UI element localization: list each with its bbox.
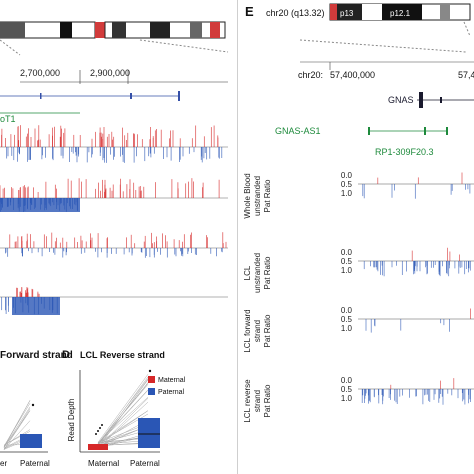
panel-d-outlier	[148, 369, 152, 373]
read-tracks	[0, 125, 228, 315]
panel-c-lines	[3, 400, 35, 450]
coord-tick-2: 2,900,000	[90, 68, 130, 78]
ratio-track-tick: 1.0	[341, 189, 353, 198]
left-coord-axis: 2,700,000 2,900,000	[20, 68, 228, 84]
gene-gnas-exon	[419, 92, 423, 108]
panel-d-xtick-2: Paternal	[130, 459, 160, 468]
panel-c-xtick-1: er	[0, 459, 7, 468]
panel-d-outlier	[101, 424, 103, 426]
legend-swatch-paternal	[148, 388, 155, 395]
panel-d-pair-line	[97, 397, 149, 443]
ratio-track-label-line: LCL forward	[243, 309, 252, 352]
ratio-track-tick: 0.5	[341, 180, 353, 189]
ratio-track-label-line: Pat Ratio	[263, 384, 272, 417]
paternal-read-block	[0, 198, 80, 212]
ratio-track-2: LCL unstranded Pat Ratio 0.00.51.0	[243, 247, 474, 293]
coord-prefix: chr20:	[298, 70, 323, 80]
ratio-track-label-line: Whole Blood	[243, 173, 252, 218]
ratio-track-tick: 0.5	[341, 315, 353, 324]
ratio-track-label-line: LCL reverse	[243, 379, 252, 423]
panel-d-maternal-box	[88, 444, 108, 450]
ratio-track-4: LCL reverse strand Pat Ratio 0.00.51.0	[243, 376, 474, 423]
panel-c: Forward strand er Paternal	[0, 350, 73, 468]
right-coord-tick-2: 57,4	[458, 70, 474, 80]
panel-c-pair-line	[3, 406, 31, 448]
ratio-track-label-line: Pat Ratio	[263, 314, 272, 347]
left-gene-model: oT1	[0, 91, 180, 124]
ratio-track-label-line: LCL	[243, 265, 252, 280]
panel-e: E chr20 (q13.32) p13 p12.1 chr20: 57,400…	[243, 3, 474, 423]
panel-d: D LCL Reverse strand Read Depth Maternal…	[62, 349, 186, 468]
panel-d-paternal-box	[138, 418, 160, 448]
ratio-track-tick: 1.0	[341, 394, 353, 403]
ratio-track-label-line: Pat Ratio	[263, 256, 272, 289]
panel-divider	[237, 0, 238, 474]
ratio-track-tick: 0.0	[341, 306, 353, 315]
panel-c-pair-line	[3, 400, 31, 447]
gene-rp1-label: RP1-309F20.3	[375, 147, 434, 157]
left-chromosome-ideogram: 12	[0, 21, 229, 56]
ratio-tracks: Whole Blood unstranded Pat Ratio0.00.51.0L…	[243, 171, 474, 423]
ratio-track-tick: 0.5	[341, 257, 353, 266]
panel-d-legend: Maternal Paternal	[148, 376, 186, 396]
gene-label: oT1	[0, 114, 16, 124]
panel-c-title: Forward strand	[0, 350, 73, 361]
panel-d-outlier	[97, 430, 99, 432]
panel-d-pair-line	[97, 398, 149, 448]
panel-d-outlier	[99, 427, 101, 429]
panel-d-title: LCL Reverse strand	[80, 350, 165, 360]
ratio-track-1: Whole Blood unstranded Pat Ratio 0.00.51.0	[243, 171, 474, 219]
panel-c-pair-line	[3, 431, 31, 446]
panel-d-ylabel: Read Depth	[67, 399, 76, 442]
paternal-read-block	[12, 297, 60, 315]
ratio-track-3: LCL forward strand Pat Ratio 0.00.51.0	[243, 306, 474, 353]
panel-c-xtick-2: Paternal	[20, 459, 50, 468]
panel-e-letter: E	[245, 4, 254, 19]
band-label-2: p12.1	[390, 9, 411, 18]
legend-label-paternal: Paternal	[158, 389, 185, 396]
panel-d-letter: D	[62, 349, 70, 361]
legend-label-maternal: Maternal	[158, 377, 186, 384]
band-label-1: p13	[340, 9, 354, 18]
ratio-track-tick: 1.0	[341, 266, 353, 275]
gene-gnas-as1-label: GNAS-AS1	[275, 126, 321, 136]
chromosome-label: chr20 (q13.32)	[266, 8, 325, 18]
ratio-track-label-line: strand	[253, 390, 262, 412]
ratio-track-label-line: Pat Ratio	[263, 179, 272, 212]
panel-c-outlier	[31, 403, 35, 407]
ratio-track-tick: 0.0	[341, 248, 353, 257]
panel-d-outlier	[95, 433, 97, 435]
ratio-track-label-line: strand	[253, 320, 262, 342]
panel-d-pair-line	[97, 374, 149, 443]
ratio-track-tick: 1.0	[341, 324, 353, 333]
right-coord-tick-1: 57,400,000	[330, 70, 375, 80]
ratio-track-label-line: unstranded	[253, 253, 262, 293]
chromosome-band-label: 12	[40, 26, 50, 36]
panel-c-pair-line	[3, 420, 31, 450]
ratio-track-label-line: unstranded	[253, 176, 262, 216]
panel-c-paternal-box	[20, 434, 42, 448]
ratio-track-tick: 0.0	[341, 171, 353, 180]
ratio-track-tick: 0.0	[341, 376, 353, 385]
panel-d-pair-line	[97, 410, 149, 444]
panel-d-xtick-1: Maternal	[88, 459, 119, 468]
panel-d-pair-line	[97, 401, 149, 449]
right-chromosome-ideogram: p13 p12.1	[329, 3, 471, 37]
legend-swatch-maternal	[148, 376, 155, 383]
coord-tick-1: 2,700,000	[20, 68, 60, 78]
gene-gnas-label: GNAS	[388, 95, 414, 105]
panel-d-pair-line	[97, 379, 149, 448]
ratio-track-tick: 0.5	[341, 385, 353, 394]
